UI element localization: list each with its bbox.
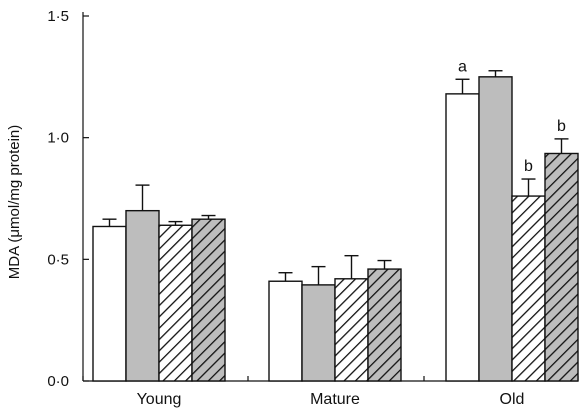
y-tick-label: 0·5 bbox=[47, 251, 69, 268]
bar bbox=[191, 218, 226, 382]
significance-label: b bbox=[557, 118, 566, 135]
y-axis-title: MDA (μmol/mg protein) bbox=[6, 125, 23, 280]
significance-label: a bbox=[458, 58, 467, 75]
bar bbox=[125, 209, 160, 382]
bar bbox=[92, 225, 127, 382]
bar bbox=[544, 152, 579, 382]
bar bbox=[334, 278, 369, 382]
y-tick-label: 1·0 bbox=[47, 130, 69, 147]
bar bbox=[268, 280, 303, 382]
bar bbox=[158, 224, 193, 382]
category-labels: Young Mature Old bbox=[137, 391, 525, 408]
bar bbox=[301, 284, 336, 382]
bar bbox=[478, 76, 513, 382]
x-category-label: Mature bbox=[310, 391, 360, 408]
bars: a b b bbox=[92, 58, 579, 382]
x-category-label: Old bbox=[500, 391, 525, 408]
bar bbox=[511, 195, 546, 382]
y-axis: 0·0 0·5 1·0 1·5 bbox=[47, 8, 89, 390]
y-tick-label: 0·0 bbox=[47, 373, 69, 390]
bar bbox=[445, 93, 480, 382]
x-category-label: Young bbox=[137, 391, 182, 408]
significance-label: b bbox=[524, 158, 533, 175]
bar bbox=[367, 268, 402, 382]
y-tick-label: 1·5 bbox=[47, 8, 69, 25]
